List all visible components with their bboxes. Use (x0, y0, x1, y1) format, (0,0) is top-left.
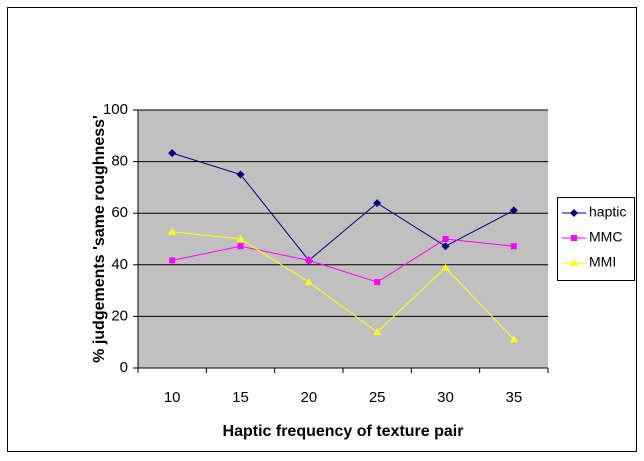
x-tick-label: 25 (369, 389, 386, 406)
plot-area (138, 110, 548, 368)
marker (236, 170, 245, 179)
marker (509, 206, 518, 215)
marker (168, 149, 177, 158)
marker (441, 242, 450, 251)
x-tick-label: 15 (232, 389, 249, 406)
marker (305, 257, 312, 264)
series-line (172, 238, 514, 283)
x-tick-label: 30 (437, 389, 454, 406)
y-tick-label: 20 (111, 307, 128, 324)
marker (509, 335, 518, 343)
legend-label: MMI (589, 254, 616, 270)
marker (236, 235, 245, 242)
marker (570, 209, 578, 217)
legend-label: haptic (589, 204, 626, 220)
y-tick-label: 60 (111, 204, 128, 221)
legend-box (557, 197, 635, 281)
y-axis-title: % judgements 'same roughness' (91, 115, 108, 363)
marker (510, 243, 517, 250)
series-line (172, 231, 515, 340)
x-tick-label: 35 (505, 389, 522, 406)
x-tick-label: 10 (164, 389, 181, 406)
y-tick-label: 40 (111, 256, 128, 273)
marker (570, 259, 578, 266)
marker (304, 278, 313, 286)
marker (442, 236, 449, 242)
marker (571, 235, 577, 241)
marker (237, 243, 244, 250)
y-tick-label: 80 (111, 153, 128, 170)
x-axis-title: Haptic frequency of texture pair (223, 423, 464, 440)
marker (373, 199, 382, 208)
x-tick-label: 20 (300, 389, 317, 406)
marker (441, 263, 450, 271)
legend-label: MMC (589, 229, 622, 245)
marker (373, 328, 382, 336)
marker (169, 257, 176, 264)
y-tick-label: 100 (103, 101, 128, 118)
marker (168, 227, 177, 235)
y-tick-label: 0 (120, 359, 128, 376)
marker (374, 279, 381, 286)
